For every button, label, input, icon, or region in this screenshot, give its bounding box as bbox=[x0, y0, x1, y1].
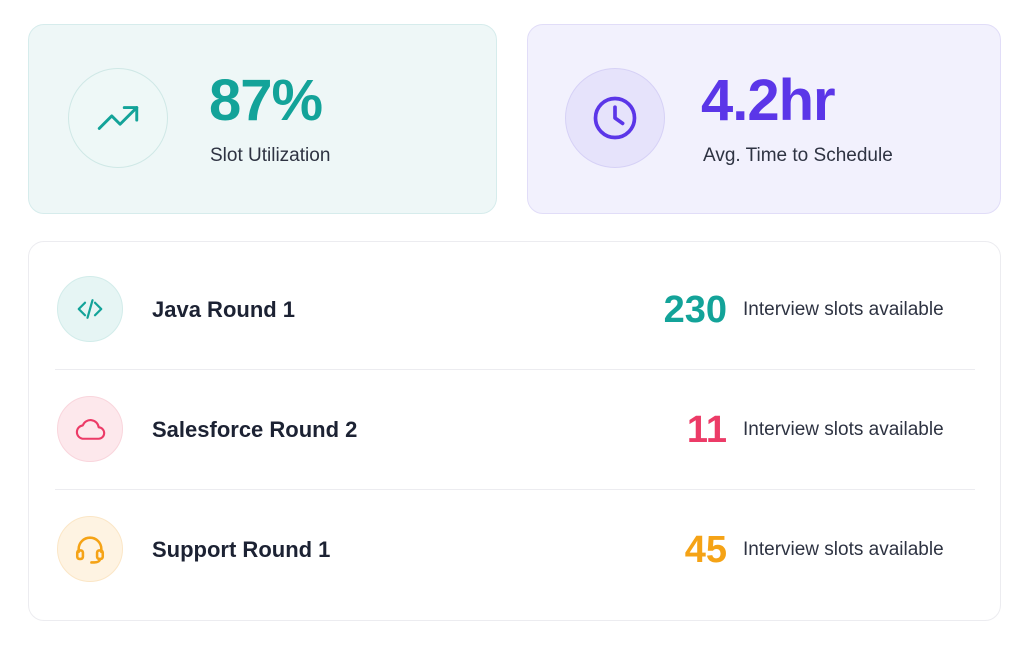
headset-icon bbox=[57, 516, 123, 582]
clock-icon bbox=[565, 68, 665, 168]
stat-card-avg-time-to-schedule: 4.2hr Avg. Time to Schedule bbox=[527, 24, 1001, 214]
interview-rounds-list: Java Round 1 230 Interview slots availab… bbox=[28, 241, 1001, 621]
slot-caption: Interview slots available bbox=[743, 539, 944, 560]
stat-label: Slot Utilization bbox=[210, 145, 331, 166]
round-title: Java Round 1 bbox=[152, 297, 296, 322]
slot-count: 45 bbox=[684, 529, 727, 571]
list-item-salesforce-round-2[interactable]: Salesforce Round 2 11 Interview slots av… bbox=[55, 370, 975, 490]
stat-label: Avg. Time to Schedule bbox=[703, 145, 893, 166]
slot-caption: Interview slots available bbox=[743, 299, 944, 320]
round-title: Salesforce Round 2 bbox=[152, 417, 358, 442]
stat-card-slot-utilization: 87% Slot Utilization bbox=[28, 24, 497, 214]
stat-value: 87% bbox=[209, 68, 323, 133]
list-item-support-round-1[interactable]: Support Round 1 45 Interview slots avail… bbox=[55, 490, 975, 610]
cloud-icon bbox=[57, 396, 123, 462]
trending-up-icon bbox=[68, 68, 168, 168]
list-item-java-round-1[interactable]: Java Round 1 230 Interview slots availab… bbox=[55, 250, 975, 370]
code-icon bbox=[57, 276, 123, 342]
slot-caption: Interview slots available bbox=[743, 419, 944, 440]
slot-count: 230 bbox=[663, 289, 727, 331]
round-title: Support Round 1 bbox=[152, 537, 331, 562]
slot-count: 11 bbox=[686, 409, 727, 451]
stat-value: 4.2hr bbox=[701, 68, 836, 133]
